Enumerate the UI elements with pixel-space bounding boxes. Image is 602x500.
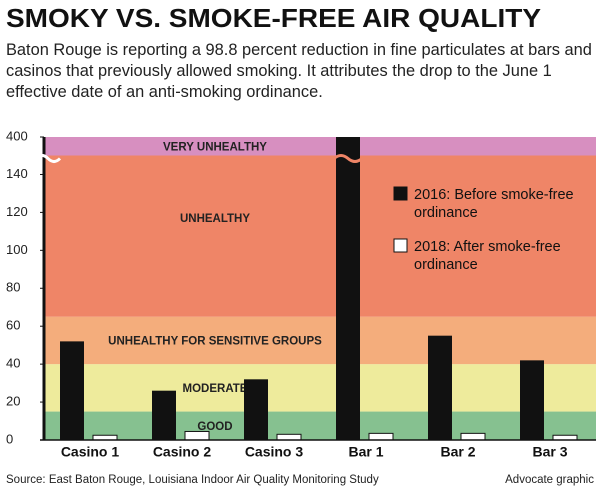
legend-label: 2016: Before smoke-free ordinance xyxy=(414,187,574,221)
source: Source: East Baton Rouge, Louisiana Indo… xyxy=(6,474,379,486)
y-tick-label: 120 xyxy=(6,204,28,219)
legend-swatch xyxy=(393,238,408,253)
zone xyxy=(44,364,596,412)
zone-label: UNHEALTHY xyxy=(180,213,250,225)
legend-label: 2018: After smoke-free ordinance xyxy=(414,239,561,273)
zone xyxy=(44,155,596,317)
x-tick-label: Casino 2 xyxy=(153,444,212,460)
x-tick-label: Bar 1 xyxy=(348,444,383,460)
zone-label: VERY UNHEALTHY xyxy=(163,141,267,153)
break-mark xyxy=(333,154,363,163)
zone xyxy=(44,411,596,440)
zone xyxy=(44,316,596,365)
credit: Advocate graphic xyxy=(505,474,594,486)
bar xyxy=(276,433,302,441)
break-mark xyxy=(34,154,62,163)
zone-label: GOOD xyxy=(197,421,232,433)
bar xyxy=(244,379,268,440)
y-tick-label: 400 xyxy=(6,128,28,143)
bar xyxy=(60,341,84,440)
y-tick-label: 0 xyxy=(6,431,13,446)
x-tick-label: Bar 2 xyxy=(440,444,475,460)
y-tick-label: 100 xyxy=(6,242,28,257)
bar xyxy=(184,430,210,441)
bar xyxy=(336,137,360,440)
y-tick-label: 140 xyxy=(6,166,28,181)
bar xyxy=(520,360,544,440)
zone-label: UNHEALTHY FOR SENSITIVE GROUPS xyxy=(108,335,322,347)
x-tick-label: Bar 3 xyxy=(532,444,567,460)
subtitle: Baton Rouge is reporting a 98.8 percent … xyxy=(6,41,592,101)
zone-label: MODERATE xyxy=(183,383,248,395)
chart-title: SMOKY VS. SMOKE-FREE AIR QUALITY xyxy=(6,3,541,33)
y-tick-label: 60 xyxy=(6,318,20,333)
bar xyxy=(368,432,394,441)
legend-swatch xyxy=(393,186,408,201)
bar xyxy=(428,335,452,440)
y-tick-label: 80 xyxy=(6,280,20,295)
y-tick-label: 20 xyxy=(6,394,20,409)
x-tick-label: Casino 3 xyxy=(245,444,304,460)
bar xyxy=(460,432,486,441)
zone xyxy=(44,137,596,156)
y-tick-label: 40 xyxy=(6,356,20,371)
bar xyxy=(152,390,176,440)
x-tick-label: Casino 1 xyxy=(61,444,120,460)
